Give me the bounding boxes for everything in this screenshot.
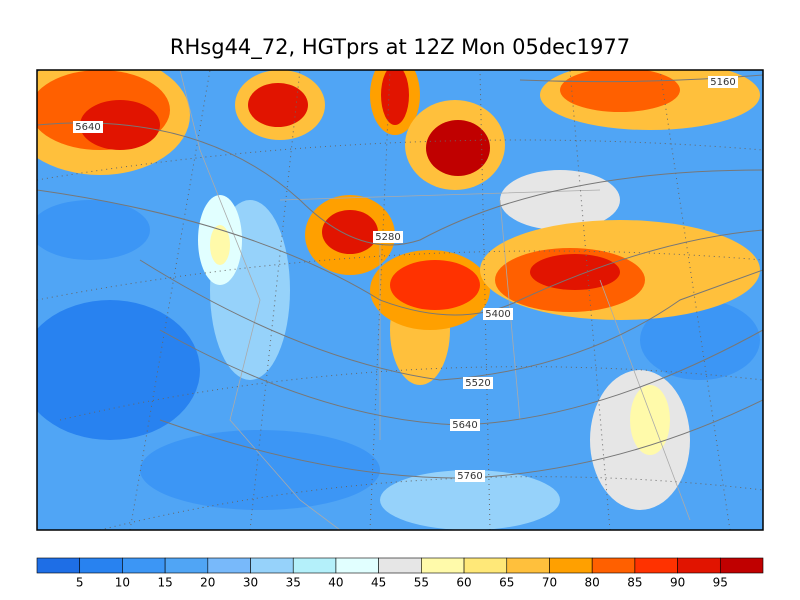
field-fill xyxy=(640,300,760,380)
contour-label: 5400 xyxy=(485,309,510,320)
colorbar-label: 90 xyxy=(670,576,685,590)
field-fill xyxy=(380,470,560,530)
colorbar-label: 30 xyxy=(243,576,258,590)
field xyxy=(37,70,763,530)
colorbar-box xyxy=(463,557,508,574)
contour-label-box xyxy=(450,419,480,431)
contour-label-box xyxy=(483,308,513,320)
colorbar-box xyxy=(164,557,209,574)
field-fill xyxy=(140,430,380,510)
contour-label: 5640 xyxy=(452,420,477,431)
field-fill xyxy=(426,120,490,176)
contour-label: 5160 xyxy=(710,77,735,88)
contour-line xyxy=(37,189,763,316)
colorbar-label: 60 xyxy=(456,576,471,590)
field-fill xyxy=(37,300,200,440)
colorbar-box xyxy=(591,557,636,574)
colorbar-label: 5 xyxy=(76,576,84,590)
contour-labels: 5160 5640 5280 5400 5520 5640 5760 xyxy=(73,76,738,482)
contour-label-box xyxy=(455,470,485,482)
colorbar-box xyxy=(421,557,465,574)
colorbar-box xyxy=(634,557,678,574)
colorbar-box xyxy=(677,557,721,574)
contour-line xyxy=(37,122,763,246)
contour-label-box xyxy=(73,121,103,133)
colorbar-label: 20 xyxy=(200,576,215,590)
colorbar-box xyxy=(250,557,294,574)
field-fill xyxy=(381,70,409,125)
border xyxy=(279,189,691,521)
contour-label-box xyxy=(463,377,493,389)
colorbar-label: 15 xyxy=(157,576,172,590)
field-fill xyxy=(210,225,230,265)
contour-label: 5760 xyxy=(457,471,482,482)
field-fill xyxy=(322,210,378,254)
colorbar-label: 35 xyxy=(286,576,301,590)
field-fill xyxy=(530,254,620,290)
colorbar-label: 65 xyxy=(499,576,514,590)
colorbar-box xyxy=(292,557,337,574)
colorbar: 5 10 15 20 30 35 40 45 55 60 65 70 80 85 90 95 xyxy=(36,557,764,590)
colorbar-box xyxy=(207,557,251,574)
colorbar-label: 95 xyxy=(713,576,728,590)
contour-label-box xyxy=(373,231,403,243)
colorbar-label: 55 xyxy=(414,576,429,590)
colorbar-box xyxy=(79,557,123,574)
colorbar-label: 85 xyxy=(627,576,642,590)
colorbar-box xyxy=(378,557,422,574)
colorbar-label: 10 xyxy=(115,576,130,590)
map-title: RHsg44_72, HGTprs at 12Z Mon 05dec1977 xyxy=(170,35,630,60)
colorbar-label: 45 xyxy=(371,576,386,590)
contour-label: 5280 xyxy=(375,232,400,243)
colorbar-box xyxy=(36,557,81,574)
colorbar-box xyxy=(506,557,550,574)
colorbar-label: 80 xyxy=(585,576,600,590)
colorbar-box xyxy=(719,557,764,574)
field-fill xyxy=(37,200,150,260)
colorbar-box xyxy=(122,557,166,574)
map-frame xyxy=(36,69,764,531)
contour-line xyxy=(139,259,763,381)
field-fill xyxy=(560,70,680,112)
grid-line xyxy=(37,139,763,530)
field-fill xyxy=(390,260,480,310)
colorbar-box xyxy=(335,557,379,574)
contour-label-box xyxy=(708,76,738,88)
colorbar-box xyxy=(549,557,593,574)
colorbar-label: 40 xyxy=(328,576,343,590)
coastline xyxy=(179,70,341,530)
contour-label: 5520 xyxy=(465,378,490,389)
field-fill xyxy=(248,83,308,127)
field-fill xyxy=(500,170,620,230)
contour-label: 5640 xyxy=(75,122,100,133)
field-fill xyxy=(630,385,670,455)
colorbar-label: 70 xyxy=(542,576,557,590)
